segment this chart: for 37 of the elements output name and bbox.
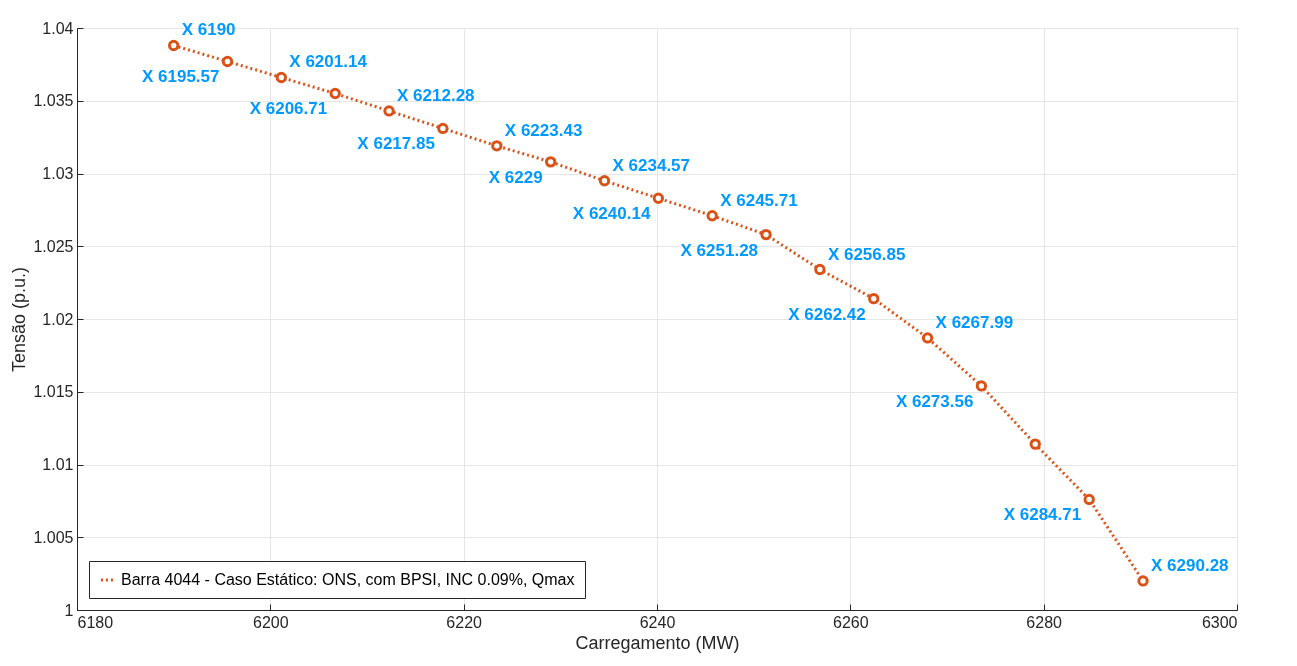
x-tick-label: 6220	[446, 613, 483, 631]
x-tick-label: 6200	[253, 613, 289, 631]
legend-label: Barra 4044 - Caso Estático: ONS, com BPSI, INC 0.09%, Qmax	[121, 571, 575, 588]
data-label: X 6234.57	[612, 155, 691, 175]
data-label: X 6223.43	[504, 120, 583, 140]
data-label: X 6240.14	[572, 204, 651, 224]
data-label: X 6290.28	[1151, 555, 1229, 575]
data-label: X 6251.28	[680, 240, 759, 260]
x-tick-label: 6240	[639, 613, 676, 631]
x-axis-title: Carregamento (MW)	[575, 632, 740, 653]
data-label: X 6217.85	[357, 134, 435, 154]
y-axis-title: Tensão (p.u.)	[9, 266, 30, 373]
x-tick-label: 6300	[1201, 613, 1238, 631]
data-label: X 6245.71	[720, 190, 798, 210]
data-label: X 6190	[181, 20, 236, 40]
data-label: X 6284.71	[1003, 505, 1082, 525]
data-label: X 6212.28	[397, 85, 475, 105]
y-tick-label: 1.015	[33, 383, 74, 401]
data-label: X 6229	[488, 167, 543, 187]
data-label: X 6206.71	[249, 99, 328, 119]
y-tick-label: 1.04	[42, 19, 74, 37]
data-label: X 6273.56	[895, 391, 974, 411]
x-tick-label: 6260	[833, 613, 869, 631]
y-tick-label: 1.035	[33, 92, 74, 110]
y-tick-label: 1.02	[42, 310, 74, 328]
data-label: X 6201.14	[289, 52, 368, 72]
data-label: X 6262.42	[788, 304, 866, 324]
y-tick-label: 1.005	[33, 528, 74, 546]
y-tick-label: 1	[64, 601, 74, 619]
data-label: X 6195.57	[141, 67, 220, 87]
data-label: X 6267.99	[935, 312, 1014, 332]
y-tick-label: 1.025	[33, 237, 74, 255]
data-label: X 6256.85	[827, 244, 906, 264]
x-tick-label: 6280	[1026, 613, 1063, 631]
x-tick-label: 6180	[77, 613, 114, 631]
y-tick-label: 1.01	[42, 456, 74, 473]
y-tick-label: 1.03	[42, 165, 74, 182]
